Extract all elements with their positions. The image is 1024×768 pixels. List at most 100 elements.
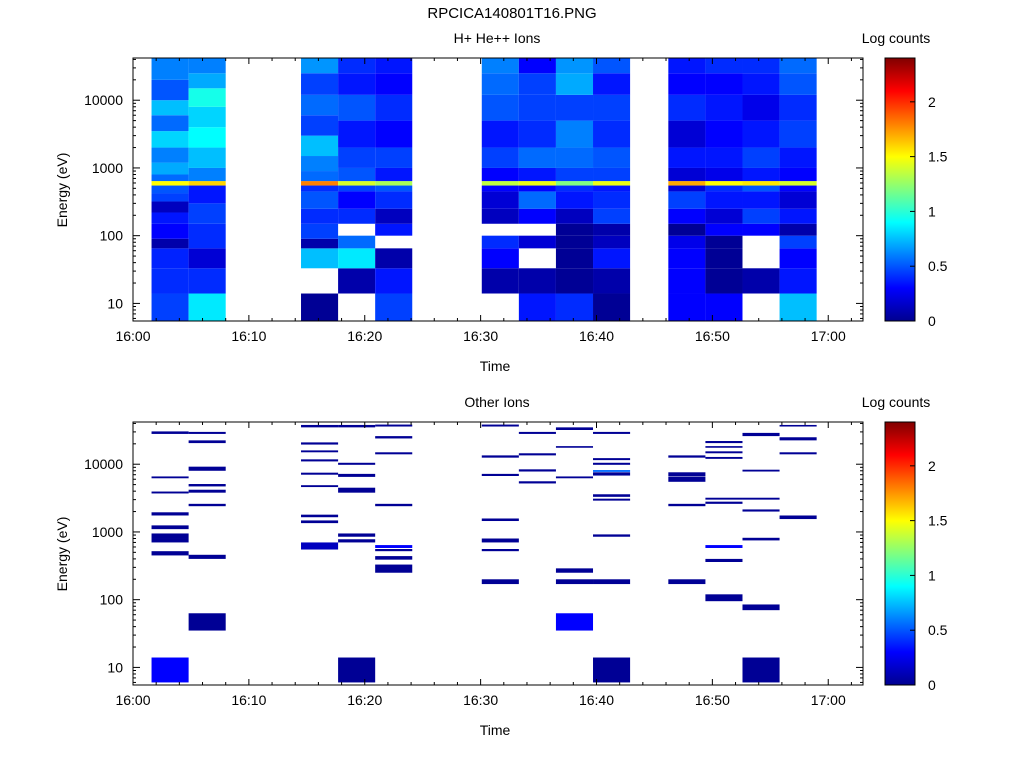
heatmap-cell	[301, 293, 339, 321]
heatmap-cell	[668, 208, 706, 224]
heatmap-cell	[668, 58, 706, 74]
colorbar-tick-label: 0.5	[928, 622, 948, 638]
colorbar-label: Log counts	[862, 394, 931, 410]
heatmap-cell	[338, 94, 376, 121]
heatmap-cell	[705, 191, 743, 209]
heatmap-cell	[301, 73, 339, 95]
heatmap-cell	[705, 120, 743, 148]
heatmap-cell	[481, 147, 519, 168]
heatmap-cell	[188, 147, 226, 168]
heatmap-cell	[481, 208, 519, 224]
heatmap-cell	[518, 235, 556, 249]
heatmap-cell	[593, 498, 631, 501]
heatmap-cell	[593, 248, 631, 269]
heatmap-cell	[668, 223, 706, 236]
heatmap-cell	[301, 156, 339, 172]
plot-frame	[132, 421, 864, 686]
heatmap-cell	[668, 472, 706, 477]
heatmap-cell	[518, 120, 556, 148]
heatmap-cell	[301, 542, 339, 550]
heatmap-cell	[375, 181, 413, 186]
heatmap-cell	[705, 293, 743, 321]
heatmap-cell	[375, 73, 413, 95]
heatmap-cell	[338, 248, 376, 269]
heatmap-cell	[301, 58, 339, 74]
colorbar-tick-label: 2	[928, 458, 936, 474]
x-tick-label: 17:00	[811, 328, 846, 344]
heatmap-cell	[518, 94, 556, 121]
y-axis-label: Energy (eV)	[54, 517, 70, 592]
heatmap-cell	[742, 181, 780, 186]
heatmap-cell	[742, 657, 780, 683]
heatmap-cell	[188, 203, 226, 224]
heatmap-cell	[555, 181, 594, 186]
heatmap-cell	[779, 208, 817, 224]
heatmap-cell	[375, 191, 413, 209]
heatmap-cell	[705, 94, 743, 121]
heatmap-cell	[481, 191, 519, 209]
heatmap-cell	[301, 514, 339, 518]
heatmap-cell	[375, 58, 413, 74]
heatmap-cell	[481, 473, 519, 476]
heatmap-cell	[668, 579, 706, 585]
heatmap-cell	[705, 181, 743, 186]
heatmap-cell	[481, 455, 519, 458]
heatmap-cell	[518, 73, 556, 95]
x-tick-label: 16:30	[463, 692, 498, 708]
heatmap-cell	[481, 549, 519, 552]
heatmap-cell	[779, 223, 817, 236]
heatmap-cell	[338, 473, 376, 477]
heatmap-cell	[151, 185, 189, 194]
heatmap-cell	[301, 459, 339, 462]
heatmap-cell	[742, 509, 780, 512]
heatmap-cell	[668, 248, 706, 269]
heatmap-cell	[151, 533, 189, 539]
y-tick-label: 1000	[92, 524, 123, 540]
y-tick-label: 100	[100, 592, 124, 608]
heatmap-cell	[779, 185, 817, 192]
heatmap-cell	[555, 248, 594, 269]
heatmap-cell	[301, 520, 339, 524]
heatmap-cell	[151, 476, 189, 479]
panel-h-he-ions: H+ He++ Ions 16:00 16:10 16:20 16:30 16:40 16…	[54, 30, 948, 374]
heatmap-cell	[593, 167, 631, 182]
heatmap-cell	[481, 58, 519, 74]
heatmap-cell	[301, 238, 339, 249]
heatmap-cell	[151, 100, 189, 116]
heatmap-cell	[555, 120, 594, 148]
heatmap-cell	[779, 515, 817, 520]
heatmap-cell	[481, 73, 519, 95]
y-tick-label: 10	[107, 295, 123, 311]
heatmap-cell	[375, 223, 413, 236]
heatmap-cell	[518, 431, 556, 434]
x-tick-label: 16:10	[231, 328, 266, 344]
heatmap-cell	[593, 181, 631, 186]
heatmap-cell	[151, 491, 189, 494]
y-tick-label: 10	[107, 659, 123, 675]
x-tick-label: 16:00	[115, 692, 150, 708]
heatmap-cell	[338, 147, 376, 168]
heatmap-cell	[742, 432, 780, 437]
heatmap-cell	[151, 131, 189, 148]
heatmap-cell	[188, 484, 226, 487]
heatmap-cell	[555, 235, 594, 249]
heatmap-cell	[705, 558, 743, 562]
heatmap-cell	[151, 162, 189, 175]
heatmap-cell	[779, 147, 817, 168]
x-axis-ticks: 16:00 16:10 16:20 16:30 16:40 16:50 17:00	[115, 58, 852, 344]
heatmap-cell	[555, 268, 594, 294]
heatmap-cell	[593, 147, 631, 168]
colorbar-ticks: 0 0.5 1 1.5 2	[910, 94, 948, 329]
heatmap-cell	[555, 293, 594, 321]
heatmap-cell	[593, 431, 631, 434]
heatmap-cell	[742, 94, 780, 121]
heatmap-cell	[301, 171, 339, 182]
heatmap-cell	[481, 538, 519, 543]
heatmap-cell	[338, 235, 376, 249]
heatmap-cell	[338, 539, 376, 543]
heatmap-cell	[338, 268, 376, 294]
x-tick-label: 16:00	[115, 328, 150, 344]
heatmap-cell	[481, 94, 519, 121]
heatmap-cell	[779, 191, 817, 209]
heatmap-cell	[668, 94, 706, 121]
